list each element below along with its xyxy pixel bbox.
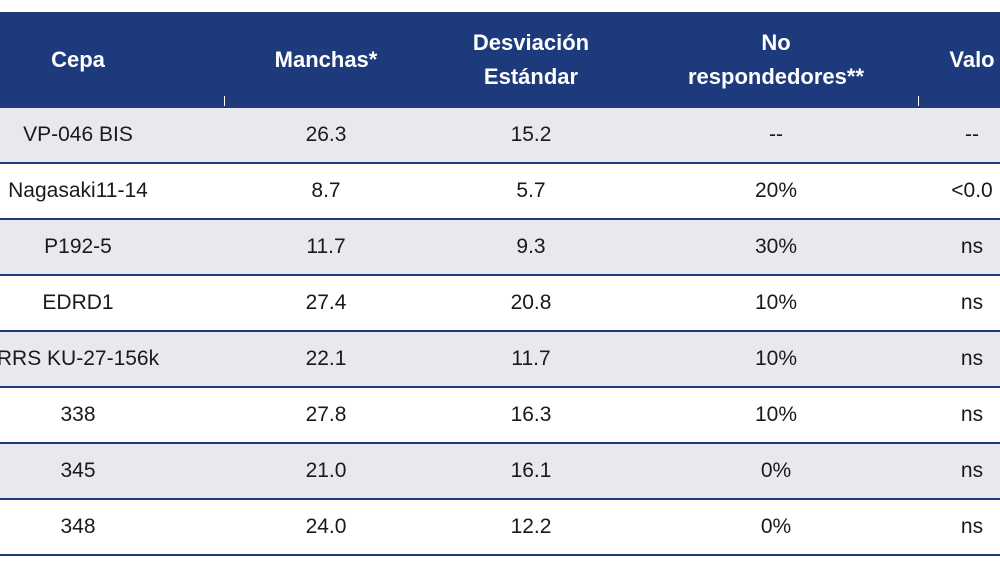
table-cell: 9.3 bbox=[516, 235, 546, 258]
table-row bbox=[0, 164, 1000, 218]
table-cell: 10% bbox=[754, 403, 798, 426]
table-cell: 24.0 bbox=[305, 515, 347, 538]
row-separator bbox=[0, 218, 1000, 220]
table-cell: 16.1 bbox=[510, 459, 552, 482]
table-cell: RRS KU-27-156k bbox=[0, 347, 160, 370]
table-cell: 22.1 bbox=[305, 347, 347, 370]
table-cell: <0.0 bbox=[951, 179, 993, 202]
table-cell: ns bbox=[960, 515, 984, 538]
table-cell: 0% bbox=[760, 459, 792, 482]
row-separator bbox=[0, 442, 1000, 444]
header-divider bbox=[918, 96, 919, 106]
header-cell: No respondedores** bbox=[687, 30, 865, 89]
table-cell: 11.7 bbox=[511, 347, 551, 370]
table-cell: 12.2 bbox=[510, 515, 552, 538]
header-band bbox=[0, 12, 1000, 108]
header-cell: Valo bbox=[949, 47, 995, 72]
table-cell: 20.8 bbox=[510, 291, 552, 314]
table-cell: EDRD1 bbox=[42, 291, 114, 314]
table-cell: 0% bbox=[760, 515, 792, 538]
table-cell: ns bbox=[960, 459, 984, 482]
table-row bbox=[0, 500, 1000, 554]
table-cell: 15.2 bbox=[510, 123, 552, 146]
table-cell: 16.3 bbox=[510, 403, 552, 426]
header-cell: Cepa bbox=[51, 47, 105, 72]
table-cell: 30% bbox=[754, 235, 798, 258]
table-cell: P192-5 bbox=[44, 235, 112, 258]
table-cell: ns bbox=[960, 347, 984, 370]
row-separator bbox=[0, 554, 1000, 556]
table-cell: 27.8 bbox=[305, 403, 347, 426]
table-cell: 345 bbox=[60, 459, 96, 482]
table-cell: 338 bbox=[60, 403, 96, 426]
header-divider bbox=[224, 96, 225, 106]
table-cell: VP-046 BIS bbox=[23, 123, 133, 146]
header-cell: Desviación Estándar bbox=[472, 30, 590, 89]
table-cell: ns bbox=[960, 403, 984, 426]
table-cell: -- bbox=[769, 123, 783, 146]
table-cell: 10% bbox=[754, 291, 798, 314]
table-cell: -- bbox=[965, 123, 979, 146]
table-cell: 26.3 bbox=[305, 123, 347, 146]
row-separator bbox=[0, 162, 1000, 164]
table-cell: 348 bbox=[60, 515, 96, 538]
table-cell: 20% bbox=[754, 179, 798, 202]
table-cell: 11.7 bbox=[306, 235, 346, 258]
table-row bbox=[0, 444, 1000, 498]
table-row bbox=[0, 276, 1000, 330]
table-cell: 10% bbox=[754, 347, 798, 370]
table-cell: 5.7 bbox=[516, 179, 546, 202]
row-separator bbox=[0, 386, 1000, 388]
row-separator bbox=[0, 498, 1000, 500]
table-cell: 8.7 bbox=[311, 179, 341, 202]
table-cell: ns bbox=[960, 235, 984, 258]
table-row bbox=[0, 332, 1000, 386]
table-cell: ns bbox=[960, 291, 984, 314]
header-cell: Manchas* bbox=[274, 47, 378, 72]
row-separator bbox=[0, 274, 1000, 276]
table-cell: Nagasaki11-14 bbox=[8, 179, 148, 202]
table-cell: 21.0 bbox=[305, 459, 347, 482]
table-row bbox=[0, 108, 1000, 162]
table-cell: 27.4 bbox=[305, 291, 347, 314]
row-separator bbox=[0, 330, 1000, 332]
table-row bbox=[0, 388, 1000, 442]
table-row bbox=[0, 220, 1000, 274]
